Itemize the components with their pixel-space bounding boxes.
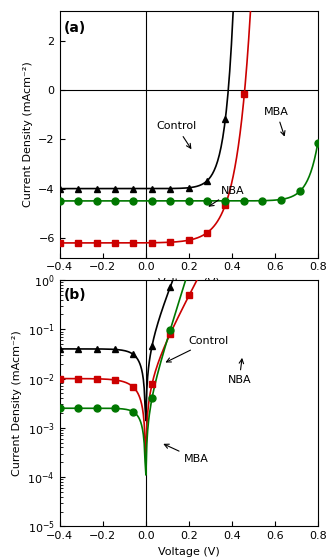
Text: MBA: MBA xyxy=(264,107,289,136)
Text: Control: Control xyxy=(156,122,197,148)
Text: NBA: NBA xyxy=(227,359,251,385)
X-axis label: Voltage (V): Voltage (V) xyxy=(158,547,219,557)
Text: MBA: MBA xyxy=(165,444,209,464)
Text: NBA: NBA xyxy=(209,185,245,206)
Y-axis label: Current Density (mAcm⁻²): Current Density (mAcm⁻²) xyxy=(12,330,22,476)
Text: (a): (a) xyxy=(64,21,86,35)
Y-axis label: Current Density (mAcm⁻²): Current Density (mAcm⁻²) xyxy=(23,62,33,207)
Text: Control: Control xyxy=(166,336,229,362)
X-axis label: Voltage (V): Voltage (V) xyxy=(158,278,219,288)
Text: (b): (b) xyxy=(64,288,86,302)
